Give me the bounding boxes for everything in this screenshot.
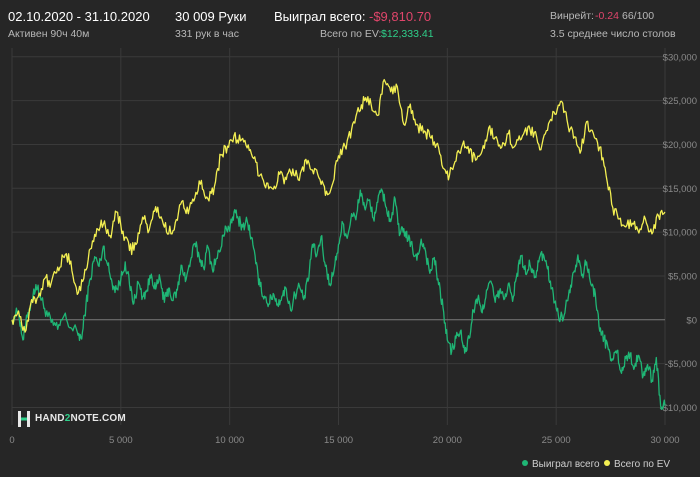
y-tick-label: $0 [686,315,697,326]
y-tick-label: $30,000 [663,52,697,63]
won-total-value: -$9,810.70 [369,9,432,24]
active-time: Активен 90ч 40м [8,28,90,40]
x-tick-label: 30 000 [650,435,679,446]
won-total-line [11,188,666,411]
legend-item-ev[interactable]: Всего по EV [604,459,670,470]
series-lines [11,78,666,411]
winrate-label: Винрейт: [550,10,594,22]
axis-tick-labels: 0 5 000 10 000 15 000 20 000 25 000 30 000 -$10… [9,52,697,446]
x-tick-label: 10 000 [215,435,244,446]
hand2note-logo-mark [18,411,30,427]
legend-ev-marker [604,460,610,466]
x-tick-label: 5 000 [109,435,133,446]
y-tick-label: $10,000 [663,228,697,239]
winrate-suffix: 66/100 [622,10,655,22]
x-tick-label: 25 000 [542,435,571,446]
hands-count: 30 009 Руки [175,9,247,24]
y-tick-label: $15,000 [663,184,697,195]
date-range[interactable]: 02.10.2020 - 31.10.2020 [8,9,150,24]
x-tick-label: 0 [9,435,14,446]
ev-total-label: Всего по EV: [320,28,382,40]
x-tick-label: 20 000 [433,435,462,446]
ev-total-line [11,78,666,333]
y-tick-label: $5,000 [668,271,697,282]
stats-header: 02.10.2020 - 31.10.2020 Активен 90ч 40м … [0,0,700,46]
y-tick-label: -$5,000 [665,359,697,370]
x-tick-label: 15 000 [324,435,353,446]
y-tick-label: $25,000 [663,96,697,107]
ev-total-value: $12,333.41 [381,28,434,40]
won-total-label: Выиграл всего: [274,9,366,24]
hand2note-logo-text: HAND2NOTE.COM [35,413,126,424]
avg-tables: 3.5 среднее число столов [550,28,676,40]
legend-won-label: Выиграл всего [532,459,600,470]
hands-per-hour: 331 рук в час [175,28,239,40]
y-tick-label: -$10,000 [659,403,697,414]
legend-item-won[interactable]: Выиграл всего [522,459,600,470]
legend-won-marker [522,460,528,466]
legend-ev-label: Всего по EV [614,459,671,470]
y-tick-label: $20,000 [663,140,697,151]
winrate-value: -0.24 [595,10,619,22]
